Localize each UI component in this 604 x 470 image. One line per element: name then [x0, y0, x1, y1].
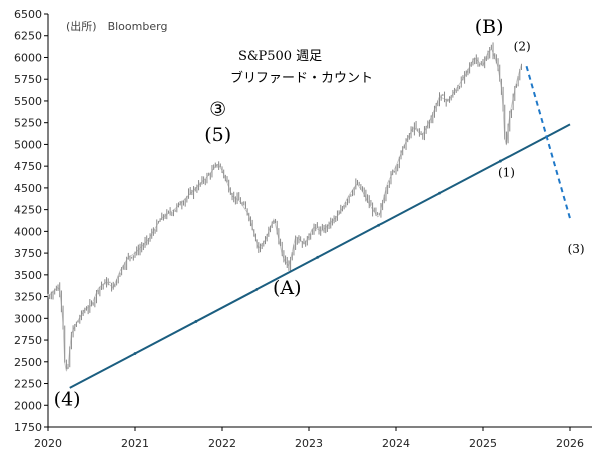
- wave-label: (B): [475, 16, 504, 38]
- wave-label: ③: [209, 99, 226, 121]
- price-series: [47, 42, 522, 372]
- y-tick-label: 4750: [14, 160, 42, 173]
- x-tick-label: 2025: [469, 437, 497, 450]
- y-tick-label: 2000: [14, 399, 42, 412]
- trendline-marker: [438, 191, 441, 195]
- source-label: (出所) Bloomberg: [66, 19, 167, 33]
- chart-subtitle: ブリファード・カウント: [230, 70, 373, 86]
- trendline-marker: [194, 320, 198, 323]
- trendline-marker: [316, 255, 320, 259]
- y-tick-label: 2250: [14, 378, 42, 391]
- y-tick-label: 3250: [14, 291, 42, 304]
- y-tick-label: 6250: [14, 30, 42, 43]
- price-line: [47, 48, 522, 372]
- wave-label: (4): [54, 388, 81, 410]
- trendline-marker: [499, 159, 502, 163]
- y-tick-label: 3500: [14, 269, 42, 282]
- y-tick-label: 5500: [14, 95, 42, 108]
- y-tick-label: 2750: [14, 334, 42, 347]
- y-tick-label: 5750: [14, 73, 42, 86]
- y-tick-label: 5250: [14, 117, 42, 130]
- wave-label: (1): [498, 166, 515, 180]
- x-tick-label: 2024: [382, 437, 410, 450]
- projection-line: [525, 65, 571, 219]
- y-tick-label: 2500: [14, 356, 42, 369]
- x-tick-label: 2021: [121, 437, 149, 450]
- trendline-marker: [377, 223, 380, 227]
- x-tick-label: 2023: [295, 437, 323, 450]
- y-tick-label: 5000: [14, 138, 42, 151]
- x-tick-label: 2020: [34, 437, 62, 450]
- y-tick-label: 3750: [14, 247, 42, 260]
- wave-annotations: (4) ③ (5) (A) (B) (2) (1) (3): [54, 16, 585, 410]
- y-tick-label: 4500: [14, 182, 42, 195]
- chart-title: S&P500 週足: [238, 49, 322, 64]
- wave-label: (5): [204, 124, 231, 146]
- y-tick-label: 4000: [14, 225, 42, 238]
- trendline-marker: [133, 352, 137, 355]
- y-tick-label: 1750: [14, 421, 42, 434]
- axes: 6500 6250 6000 5750 5500 5250 5000 4750 4500 4250…: [14, 8, 592, 450]
- wave-label: (A): [273, 277, 302, 299]
- y-tick-label: 4250: [14, 204, 42, 217]
- x-tick-label: 2026: [556, 437, 584, 450]
- y-tick-label: 6000: [14, 51, 42, 64]
- wave-label: (3): [568, 242, 585, 256]
- y-tick-label: 6500: [14, 8, 42, 21]
- trendline: [69, 123, 571, 389]
- wave-label: (2): [514, 40, 531, 54]
- trendline-series: [69, 123, 571, 389]
- trendline-marker: [255, 287, 259, 291]
- projection-series: [525, 65, 571, 219]
- y-tick-label: 3000: [14, 312, 42, 325]
- x-tick-label: 2022: [208, 437, 236, 450]
